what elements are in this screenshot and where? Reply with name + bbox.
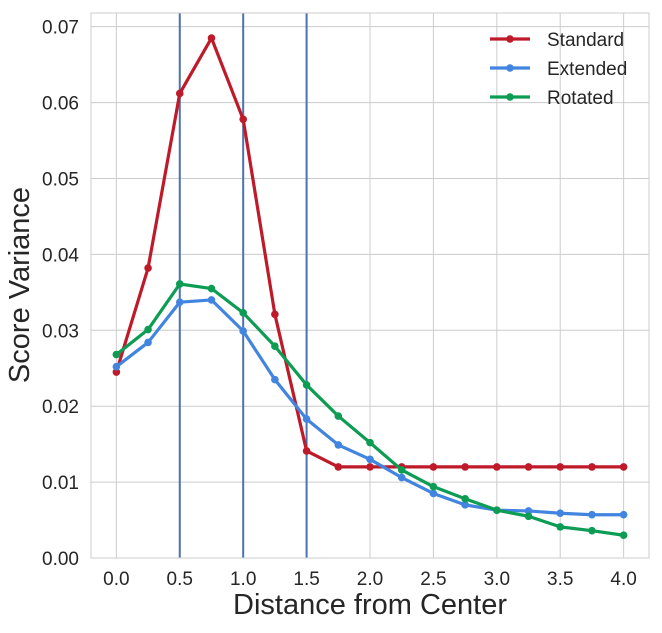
data-point xyxy=(493,506,501,514)
legend-item-rotated: Rotated xyxy=(490,88,614,109)
y-tick-label: 0.05 xyxy=(42,169,79,190)
data-point xyxy=(619,510,628,519)
data-point xyxy=(334,441,343,449)
data-point xyxy=(588,526,596,535)
legend-marker xyxy=(506,93,514,101)
data-point xyxy=(302,381,311,389)
legend-label: Extended xyxy=(547,59,627,80)
data-point xyxy=(207,34,216,42)
data-point xyxy=(302,447,311,455)
y-tick-labels: 0.00 0.01 0.02 0.03 0.04 0.05 0.06 0.07 xyxy=(42,18,79,570)
data-point xyxy=(144,338,152,347)
data-point xyxy=(461,494,469,503)
x-tick-labels: 0.0 0.5 1.0 1.5 2.0 2.5 3.0 3.5 4.0 xyxy=(103,569,637,590)
legend-label: Standard xyxy=(547,30,624,51)
x-axis-label: Distance from Center xyxy=(233,589,507,621)
data-point xyxy=(397,466,406,474)
data-point xyxy=(556,509,565,518)
data-point xyxy=(239,115,247,124)
y-tick-label: 0.07 xyxy=(42,18,79,39)
legend-item-standard: Standard xyxy=(490,30,624,51)
data-point xyxy=(239,327,247,335)
data-point xyxy=(588,463,596,471)
x-tick-label: 4.0 xyxy=(610,569,636,590)
data-point xyxy=(112,362,121,371)
data-point xyxy=(207,296,216,304)
data-point xyxy=(175,280,184,288)
data-point xyxy=(175,298,184,306)
legend-item-extended: Extended xyxy=(490,59,627,80)
data-point xyxy=(175,89,184,98)
x-tick-label: 0.5 xyxy=(167,569,193,590)
y-tick-label: 0.03 xyxy=(42,321,79,342)
data-point xyxy=(588,510,596,519)
data-point xyxy=(429,482,438,491)
legend-marker xyxy=(506,64,514,72)
data-point xyxy=(556,463,565,471)
data-point xyxy=(429,489,438,498)
data-point xyxy=(144,264,152,272)
y-tick-label: 0.06 xyxy=(42,94,79,115)
data-point xyxy=(461,501,469,509)
series-rotated xyxy=(112,280,628,540)
data-point xyxy=(619,463,628,471)
data-point xyxy=(524,512,533,521)
x-tick-label: 3.0 xyxy=(484,569,510,590)
data-point xyxy=(493,463,501,471)
series-standard xyxy=(112,34,628,471)
data-point xyxy=(461,463,469,471)
x-tick-label: 1.0 xyxy=(230,569,256,590)
data-point xyxy=(144,325,152,334)
data-point xyxy=(207,284,216,293)
plot-frame xyxy=(90,12,650,559)
data-point xyxy=(524,463,533,471)
series-layer xyxy=(112,34,628,540)
data-point xyxy=(429,463,438,471)
y-tick-label: 0.01 xyxy=(42,473,79,494)
y-axis-label: Score Variance xyxy=(4,187,36,383)
y-tick-label: 0.00 xyxy=(42,549,79,570)
y-tick-label: 0.04 xyxy=(42,245,79,266)
data-point xyxy=(112,368,121,376)
x-tick-label: 3.5 xyxy=(547,569,573,590)
data-point xyxy=(112,350,121,359)
data-point xyxy=(302,415,311,423)
y-tick-label: 0.02 xyxy=(42,397,79,418)
data-point xyxy=(524,507,533,515)
legend: Standard Extended Rotated xyxy=(490,30,627,109)
data-point xyxy=(239,309,247,317)
data-point xyxy=(556,523,565,531)
data-point xyxy=(366,463,374,471)
data-point xyxy=(366,455,374,464)
data-point xyxy=(334,463,343,471)
x-tick-label: 1.5 xyxy=(293,569,319,590)
data-point xyxy=(271,375,279,384)
x-tick-label: 2.5 xyxy=(420,569,446,590)
data-point xyxy=(619,531,628,540)
x-tick-label: 0.0 xyxy=(103,569,129,590)
legend-label: Rotated xyxy=(547,88,614,109)
legend-marker xyxy=(506,35,514,43)
x-tick-label: 2.0 xyxy=(357,569,383,590)
data-point xyxy=(397,473,406,482)
data-point xyxy=(334,412,343,420)
data-point xyxy=(271,310,279,319)
data-point xyxy=(366,438,374,447)
data-point xyxy=(271,342,279,351)
